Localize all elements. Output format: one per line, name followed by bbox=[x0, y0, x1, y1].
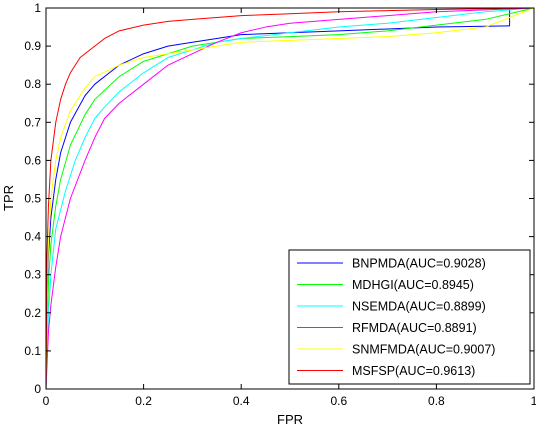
legend-label-4: SNMFMDA(AUC=0.9007) bbox=[352, 343, 495, 357]
y-tick-label: 0 bbox=[34, 382, 41, 396]
x-tick-label: 0.8 bbox=[428, 394, 445, 408]
legend-label-2: NSEMDA(AUC=0.8899) bbox=[352, 300, 486, 314]
legend-label-0: BNPMDA(AUC=0.9028) bbox=[352, 257, 486, 271]
y-tick-label: 1 bbox=[34, 1, 41, 15]
legend-label-3: RFMDA(AUC=0.8891) bbox=[352, 321, 477, 335]
x-tick-label: 1 bbox=[531, 394, 536, 408]
y-tick-label: 0.6 bbox=[24, 153, 41, 167]
x-tick-label: 0.2 bbox=[135, 394, 152, 408]
series-line-1 bbox=[45, 7, 535, 390]
y-axis-label: TPR bbox=[1, 185, 16, 211]
series-line-2 bbox=[45, 7, 535, 390]
y-tick-label: 0.4 bbox=[24, 230, 41, 244]
x-tick-label: 0.6 bbox=[330, 394, 347, 408]
y-tick-label: 0.9 bbox=[24, 39, 41, 53]
y-tick-label: 0.2 bbox=[24, 306, 41, 320]
x-tick-label: 0.4 bbox=[233, 394, 250, 408]
series-layer bbox=[45, 7, 535, 390]
y-tick-label: 0.8 bbox=[24, 77, 41, 91]
legend-label-1: MDHGI(AUC=0.8945) bbox=[352, 278, 474, 292]
series-line-3 bbox=[45, 7, 535, 390]
legend: BNPMDA(AUC=0.9028) MDHGI(AUC=0.8945) NSEMD… bbox=[288, 249, 531, 385]
series-line-4 bbox=[45, 7, 535, 390]
x-axis-label: FPR bbox=[277, 412, 303, 427]
series-line-0 bbox=[45, 7, 534, 390]
y-tick-label: 0.7 bbox=[24, 115, 41, 129]
y-tick-label: 0.5 bbox=[24, 192, 41, 206]
series-line-5 bbox=[45, 7, 535, 390]
ticks-layer: 0 0.2 0.4 0.6 0.8 1 0 0.1 0.2 0.3 0.4 0.5 0.6 0.7 0.8 0… bbox=[24, 1, 536, 408]
legend-label-5: MSFSP(AUC=0.9613) bbox=[352, 364, 475, 378]
legend-box bbox=[288, 249, 531, 385]
y-tick-label: 0.3 bbox=[24, 268, 41, 282]
x-tick-label: 0 bbox=[43, 394, 50, 408]
y-tick-label: 0.1 bbox=[24, 344, 41, 358]
